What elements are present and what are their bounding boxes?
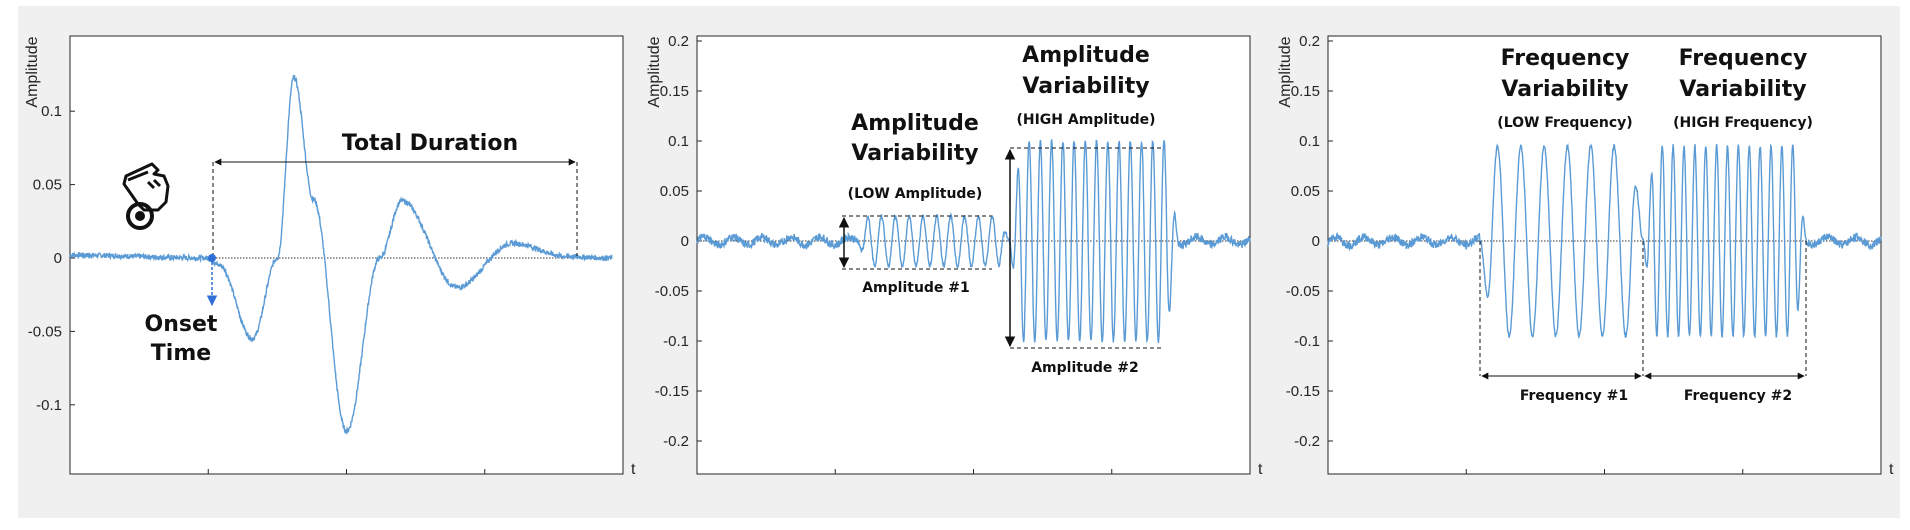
chart-1-x-ticks xyxy=(207,469,486,474)
c3-ytick-label: 0 xyxy=(1312,233,1320,250)
onset-label-line2: Time xyxy=(151,341,211,366)
c2-ytick-label: 0.1 xyxy=(668,133,689,150)
chart-2-xlabel: t xyxy=(1258,461,1263,478)
c3-ytick-label: -0.15 xyxy=(1286,383,1320,400)
c2-ytick-label: -0.05 xyxy=(655,283,689,300)
touch-hand-icon xyxy=(122,162,170,230)
chart-2-y-ticks: 0.2 0.15 0.1 0.05 0 -0.05 -0.1 -0.15 -0.2 xyxy=(655,33,702,450)
freq-high-title-1: Frequency xyxy=(1679,46,1808,71)
amp-high-title-2: Variability xyxy=(1022,74,1149,99)
c3-ytick-label: -0.2 xyxy=(1294,433,1320,450)
c2-ytick-label: -0.1 xyxy=(663,333,689,350)
c2-ytick-label: -0.2 xyxy=(663,433,689,450)
c1-ytick-label: -0.1 xyxy=(36,397,62,414)
amp-low-title-1: Amplitude xyxy=(851,111,979,136)
chart-2-ylabel: Amplitude xyxy=(646,36,663,107)
amp2-label: Amplitude #2 xyxy=(1031,360,1139,376)
freq-low-title-1: Frequency xyxy=(1501,46,1630,71)
c2-ytick-label: 0.2 xyxy=(668,33,689,50)
chart-1-y-ticks: 0.1 0.05 0 -0.05 -0.1 xyxy=(28,103,75,414)
chart-3-x-ticks xyxy=(1465,469,1744,474)
c2-ytick-label: -0.15 xyxy=(655,383,689,400)
freq-high-subtitle: (HIGH Frequency) xyxy=(1673,115,1813,131)
chart-2-series-line xyxy=(696,139,1251,344)
amp-low-subtitle: (LOW Amplitude) xyxy=(848,186,983,202)
c1-ytick-label: 0.05 xyxy=(33,177,62,194)
c3-ytick-label: 0.2 xyxy=(1299,33,1320,50)
chart-3-xlabel: t xyxy=(1889,461,1894,478)
onset-label-line1: Onset xyxy=(145,312,218,337)
chart-3-ylabel: Amplitude xyxy=(1277,36,1294,107)
chart-3: 0.2 0.15 0.1 0.05 0 -0.05 -0.1 -0.15 -0.2 Amplit… xyxy=(1277,33,1894,478)
chart-1-series-line xyxy=(69,74,613,435)
c1-ytick-label: 0 xyxy=(54,250,62,267)
c2-ytick-label: 0.15 xyxy=(660,83,689,100)
amp-high-title-1: Amplitude xyxy=(1022,43,1150,68)
chart-1: 0.1 0.05 0 -0.05 -0.1 Amplitude t Total Dura… xyxy=(24,35,636,478)
chart-3-y-ticks: 0.2 0.15 0.1 0.05 0 -0.05 -0.1 -0.15 -0.2 xyxy=(1286,33,1333,450)
amp-high-subtitle: (HIGH Amplitude) xyxy=(1016,112,1155,128)
freq-low-title-2: Variability xyxy=(1501,77,1628,102)
freq-high-title-2: Variability xyxy=(1679,77,1806,102)
c3-ytick-label: 0.05 xyxy=(1291,183,1320,200)
amp1-label: Amplitude #1 xyxy=(862,280,970,296)
chart-2: 0.2 0.15 0.1 0.05 0 -0.05 -0.1 -0.15 -0.2 Amplit… xyxy=(646,33,1263,478)
freq2-label: Frequency #2 xyxy=(1684,388,1792,404)
c3-ytick-label: 0.15 xyxy=(1291,83,1320,100)
chart-3-series-line xyxy=(1327,143,1882,340)
c1-ytick-label: 0.1 xyxy=(41,103,62,120)
freq-low-subtitle: (LOW Frequency) xyxy=(1497,115,1632,131)
c3-ytick-label: 0.1 xyxy=(1299,133,1320,150)
freq1-label: Frequency #1 xyxy=(1520,388,1628,404)
c2-ytick-label: 0 xyxy=(681,233,689,250)
amp-low-title-2: Variability xyxy=(851,141,978,166)
onset-marker xyxy=(208,254,216,262)
c3-ytick-label: -0.05 xyxy=(1286,283,1320,300)
c1-ytick-label: -0.05 xyxy=(28,323,62,340)
chart-1-ylabel: Amplitude xyxy=(24,36,41,107)
total-duration-label: Total Duration xyxy=(342,131,518,156)
chart-1-plot-area xyxy=(69,35,624,475)
c2-ytick-label: 0.05 xyxy=(660,183,689,200)
chart-2-x-ticks xyxy=(834,469,1113,474)
chart-1-xlabel: t xyxy=(631,461,636,478)
c3-ytick-label: -0.1 xyxy=(1294,333,1320,350)
chart-3-plot-area xyxy=(1327,35,1882,475)
